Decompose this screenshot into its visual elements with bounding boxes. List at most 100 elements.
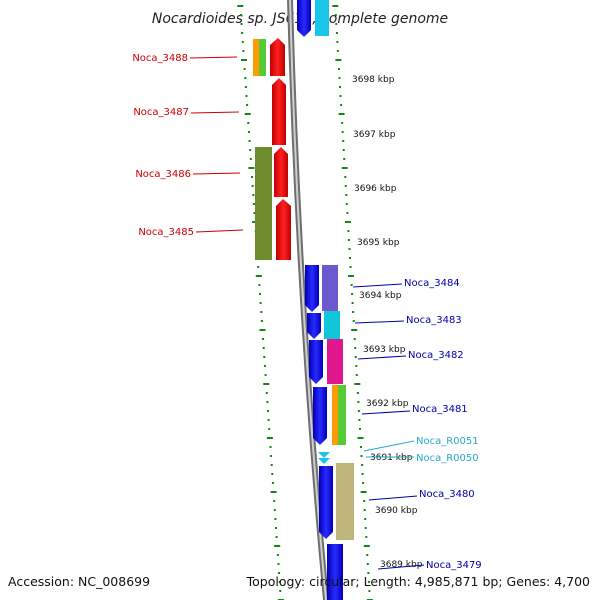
kbp-tick-3691: 3691 kbp xyxy=(370,453,413,463)
dot-left-track xyxy=(263,365,266,367)
dot-right-track xyxy=(357,410,360,412)
dot-right-track xyxy=(342,149,345,151)
dot-right-track xyxy=(346,212,349,214)
top-cyan-feature xyxy=(315,0,329,36)
dot-right-track xyxy=(361,473,364,475)
dot-right-track xyxy=(338,68,340,70)
dot-left-track xyxy=(263,356,266,358)
dot-right-track xyxy=(341,167,348,169)
dot-right-track xyxy=(345,203,348,205)
dot-left-track xyxy=(248,167,255,169)
gene-label-noca-3483[interactable]: Noca_3483 xyxy=(406,315,462,326)
leader-line-noca-3482 xyxy=(357,355,407,360)
dot-right-track xyxy=(344,185,347,187)
gene-block-purple xyxy=(322,265,338,311)
kbp-tick-3693: 3693 kbp xyxy=(363,345,406,355)
dot-left-track xyxy=(255,275,262,277)
dot-left-track xyxy=(274,545,281,547)
gene-block-blue-3482 xyxy=(309,340,323,384)
genome-backbone-highlight xyxy=(289,0,327,600)
gene-block-khaki xyxy=(336,463,354,540)
dot-right-track xyxy=(360,455,363,457)
dot-right-track xyxy=(355,374,358,376)
dot-left-track xyxy=(273,500,276,502)
kbp-tick-3697: 3697 kbp xyxy=(353,130,396,140)
gene-label-noca-r0051[interactable]: Noca_R0051 xyxy=(416,436,479,447)
gene-label-noca-r0050[interactable]: Noca_R0050 xyxy=(416,453,479,464)
gene-label-noca-3482[interactable]: Noca_3482 xyxy=(408,350,464,361)
dot-left-track xyxy=(260,320,263,322)
dot-right-track xyxy=(341,122,344,124)
gene-block-blue-3480 xyxy=(319,466,333,539)
dot-right-track xyxy=(351,329,358,331)
dot-left-track xyxy=(265,392,268,394)
dot-right-track xyxy=(365,536,368,538)
dot-left-track xyxy=(243,68,246,70)
dot-left-track xyxy=(244,86,247,88)
dot-right-track xyxy=(350,284,353,286)
gene-label-noca-3486[interactable]: Noca_3486 xyxy=(135,169,191,180)
gene-block-blue-3483 xyxy=(307,313,321,339)
dot-left-track xyxy=(274,518,277,520)
dot-left-track xyxy=(259,293,261,295)
kbp-tick-3692: 3692 kbp xyxy=(366,399,409,409)
dot-right-track xyxy=(349,266,352,268)
gene-block-green-right xyxy=(338,385,346,445)
dot-left-track xyxy=(259,302,262,304)
leader-line-noca-3483 xyxy=(354,320,405,324)
dot-right-track xyxy=(344,221,351,223)
dot-right-track xyxy=(355,365,358,367)
dot-right-track xyxy=(363,545,370,547)
dot-right-track xyxy=(339,95,342,97)
dot-left-track xyxy=(260,311,263,313)
gene-block-blue-3479 xyxy=(327,544,343,600)
dot-left-track xyxy=(241,41,244,43)
gene-label-noca-3488[interactable]: Noca_3488 xyxy=(132,53,188,64)
dot-left-track xyxy=(276,554,279,556)
gene-block-magenta xyxy=(327,339,343,384)
gene-label-noca-3485[interactable]: Noca_3485 xyxy=(138,227,194,238)
gene-label-noca-3479[interactable]: Noca_3479 xyxy=(426,560,482,571)
dot-right-track xyxy=(363,509,366,511)
dot-right-track xyxy=(363,500,366,502)
leader-line-noca-3486 xyxy=(192,172,241,175)
dot-left-track xyxy=(266,401,269,403)
dot-left-track xyxy=(269,446,272,448)
dot-right-track xyxy=(364,518,367,520)
kbp-tick-3698: 3698 kbp xyxy=(352,75,395,85)
dot-left-track xyxy=(270,464,273,466)
gene-label-noca-3480[interactable]: Noca_3480 xyxy=(419,489,475,500)
dot-left-track xyxy=(240,23,243,25)
dot-right-track xyxy=(360,446,362,448)
dot-left-track xyxy=(278,572,281,574)
dot-left-track xyxy=(244,77,247,79)
dot-right-track xyxy=(340,104,343,106)
gene-label-noca-3487[interactable]: Noca_3487 xyxy=(133,107,189,118)
dot-right-track xyxy=(335,23,338,25)
dot-right-track xyxy=(351,293,354,295)
leader-line-noca-3480 xyxy=(368,495,418,501)
dot-right-track xyxy=(357,401,360,403)
dot-left-track xyxy=(253,212,256,214)
dot-left-track xyxy=(262,347,265,349)
dot-left-track xyxy=(275,536,278,538)
dot-left-track xyxy=(244,113,251,115)
dot-left-track xyxy=(241,59,247,61)
dot-left-track xyxy=(241,32,244,34)
gene-block-orange-right xyxy=(332,385,338,445)
kbp-tick-3689: 3689 kbp xyxy=(380,560,423,570)
dot-right-track xyxy=(359,428,361,430)
dot-right-track xyxy=(347,239,350,241)
dot-right-track xyxy=(347,230,350,232)
dot-right-track xyxy=(362,482,365,484)
dot-left-track xyxy=(248,131,250,133)
gene-label-noca-3484[interactable]: Noca_3484 xyxy=(404,278,460,289)
kbp-tick-3696: 3696 kbp xyxy=(354,184,397,194)
dot-right-track xyxy=(338,113,345,115)
dot-left-track xyxy=(252,203,255,205)
gene-label-noca-3481[interactable]: Noca_3481 xyxy=(412,404,468,415)
dot-right-track xyxy=(336,50,339,52)
dot-right-track xyxy=(357,437,364,439)
dot-right-track xyxy=(352,311,355,313)
